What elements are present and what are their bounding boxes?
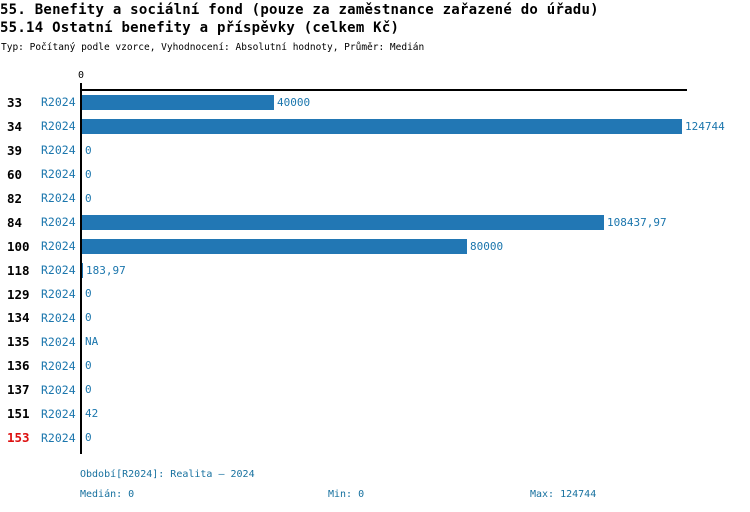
chart-row-135: NA bbox=[82, 330, 98, 354]
chart-row-137: 0 bbox=[82, 378, 92, 402]
chart-row-60: 0 bbox=[82, 162, 92, 186]
row-period-link-118[interactable]: R2024 bbox=[41, 263, 76, 278]
row-period-link-137[interactable]: R2024 bbox=[41, 382, 76, 397]
median-stat: Medián: 0 bbox=[80, 489, 135, 500]
x-axis-zero-tick-label: 0 bbox=[78, 70, 85, 81]
row-category-151: 151 bbox=[7, 406, 30, 422]
row-category-60: 60 bbox=[7, 166, 23, 182]
row-category-82: 82 bbox=[7, 190, 23, 206]
max-stat: Max: 124744 bbox=[530, 489, 597, 500]
bar-value-136: 0 bbox=[85, 359, 92, 373]
chart-row-34: 124744 bbox=[82, 114, 725, 138]
row-period-link-151[interactable]: R2024 bbox=[41, 406, 76, 421]
page-title: 55. Benefity a sociální fond (pouze za z… bbox=[0, 2, 599, 18]
bar-33 bbox=[82, 94, 274, 110]
chart-row-82: 0 bbox=[82, 186, 92, 210]
chart-meta-line: Typ: Počítaný podle vzorce, Vyhodnocení:… bbox=[1, 42, 425, 53]
row-period-link-60[interactable]: R2024 bbox=[41, 167, 76, 182]
row-category-118: 118 bbox=[7, 262, 30, 278]
row-period-link-129[interactable]: R2024 bbox=[41, 287, 76, 301]
bar-value-84: 108437,97 bbox=[607, 215, 667, 229]
chart-row-84: 108437,97 bbox=[82, 210, 667, 234]
row-period-link-39[interactable]: R2024 bbox=[41, 143, 76, 158]
bar-value-137: 0 bbox=[85, 383, 92, 397]
row-period-link-153[interactable]: R2024 bbox=[41, 430, 76, 445]
bar-value-39: 0 bbox=[85, 143, 92, 157]
bar-value-153: 0 bbox=[85, 431, 92, 445]
page-subtitle: 55.14 Ostatní benefity a příspěvky (celk… bbox=[0, 20, 400, 36]
bar-value-134: 0 bbox=[85, 311, 92, 325]
bar-value-82: 0 bbox=[85, 191, 92, 205]
bar-value-100: 80000 bbox=[470, 239, 504, 253]
row-category-84: 84 bbox=[7, 214, 23, 230]
x-axis-line bbox=[80, 89, 687, 91]
bar-value-151: 42 bbox=[85, 407, 99, 421]
row-category-100: 100 bbox=[7, 238, 30, 254]
chart-row-136: 0 bbox=[82, 354, 92, 378]
row-category-153: 153 bbox=[7, 430, 30, 446]
row-period-link-82[interactable]: R2024 bbox=[41, 191, 76, 206]
chart-row-33: 40000 bbox=[82, 90, 310, 114]
bar-value-118: 183,97 bbox=[86, 263, 126, 277]
chart-row-134: 0 bbox=[82, 306, 92, 330]
y-axis-line bbox=[80, 83, 82, 454]
bar-value-135: NA bbox=[85, 335, 99, 349]
bar-value-33: 40000 bbox=[277, 95, 311, 109]
min-stat: Min: 0 bbox=[328, 489, 365, 500]
row-period-link-135[interactable]: R2024 bbox=[41, 334, 76, 349]
row-category-137: 137 bbox=[7, 382, 30, 398]
row-category-135: 135 bbox=[7, 334, 30, 350]
bar-value-34: 124744 bbox=[685, 119, 725, 133]
row-period-link-33[interactable]: R2024 bbox=[41, 95, 76, 110]
row-category-134: 134 bbox=[7, 310, 30, 326]
chart-row-100: 80000 bbox=[82, 234, 503, 258]
bar-value-129: 0 bbox=[85, 287, 92, 301]
row-category-34: 34 bbox=[7, 118, 23, 134]
row-period-link-100[interactable]: R2024 bbox=[41, 239, 76, 254]
row-category-39: 39 bbox=[7, 142, 23, 158]
row-period-link-134[interactable]: R2024 bbox=[41, 310, 76, 325]
bar-34 bbox=[82, 118, 682, 134]
row-category-33: 33 bbox=[7, 94, 23, 110]
row-period-link-84[interactable]: R2024 bbox=[41, 215, 76, 230]
bar-84 bbox=[82, 214, 604, 230]
row-period-link-34[interactable]: R2024 bbox=[41, 119, 76, 134]
row-category-136: 136 bbox=[7, 358, 30, 374]
chart-row-39: 0 bbox=[82, 138, 92, 162]
bar-118 bbox=[82, 262, 83, 278]
row-category-129: 129 bbox=[7, 286, 30, 302]
chart-row-151: 42 bbox=[82, 402, 98, 426]
row-period-link-136[interactable]: R2024 bbox=[41, 358, 76, 373]
period-label: Období[R2024]: Realita – 2024 bbox=[80, 469, 255, 480]
bar-100 bbox=[82, 238, 467, 254]
bar-value-60: 0 bbox=[85, 167, 92, 181]
chart-row-118: 183,97 bbox=[82, 258, 126, 282]
chart-row-153: 0 bbox=[82, 426, 92, 450]
chart-row-129: 0 bbox=[82, 282, 92, 306]
